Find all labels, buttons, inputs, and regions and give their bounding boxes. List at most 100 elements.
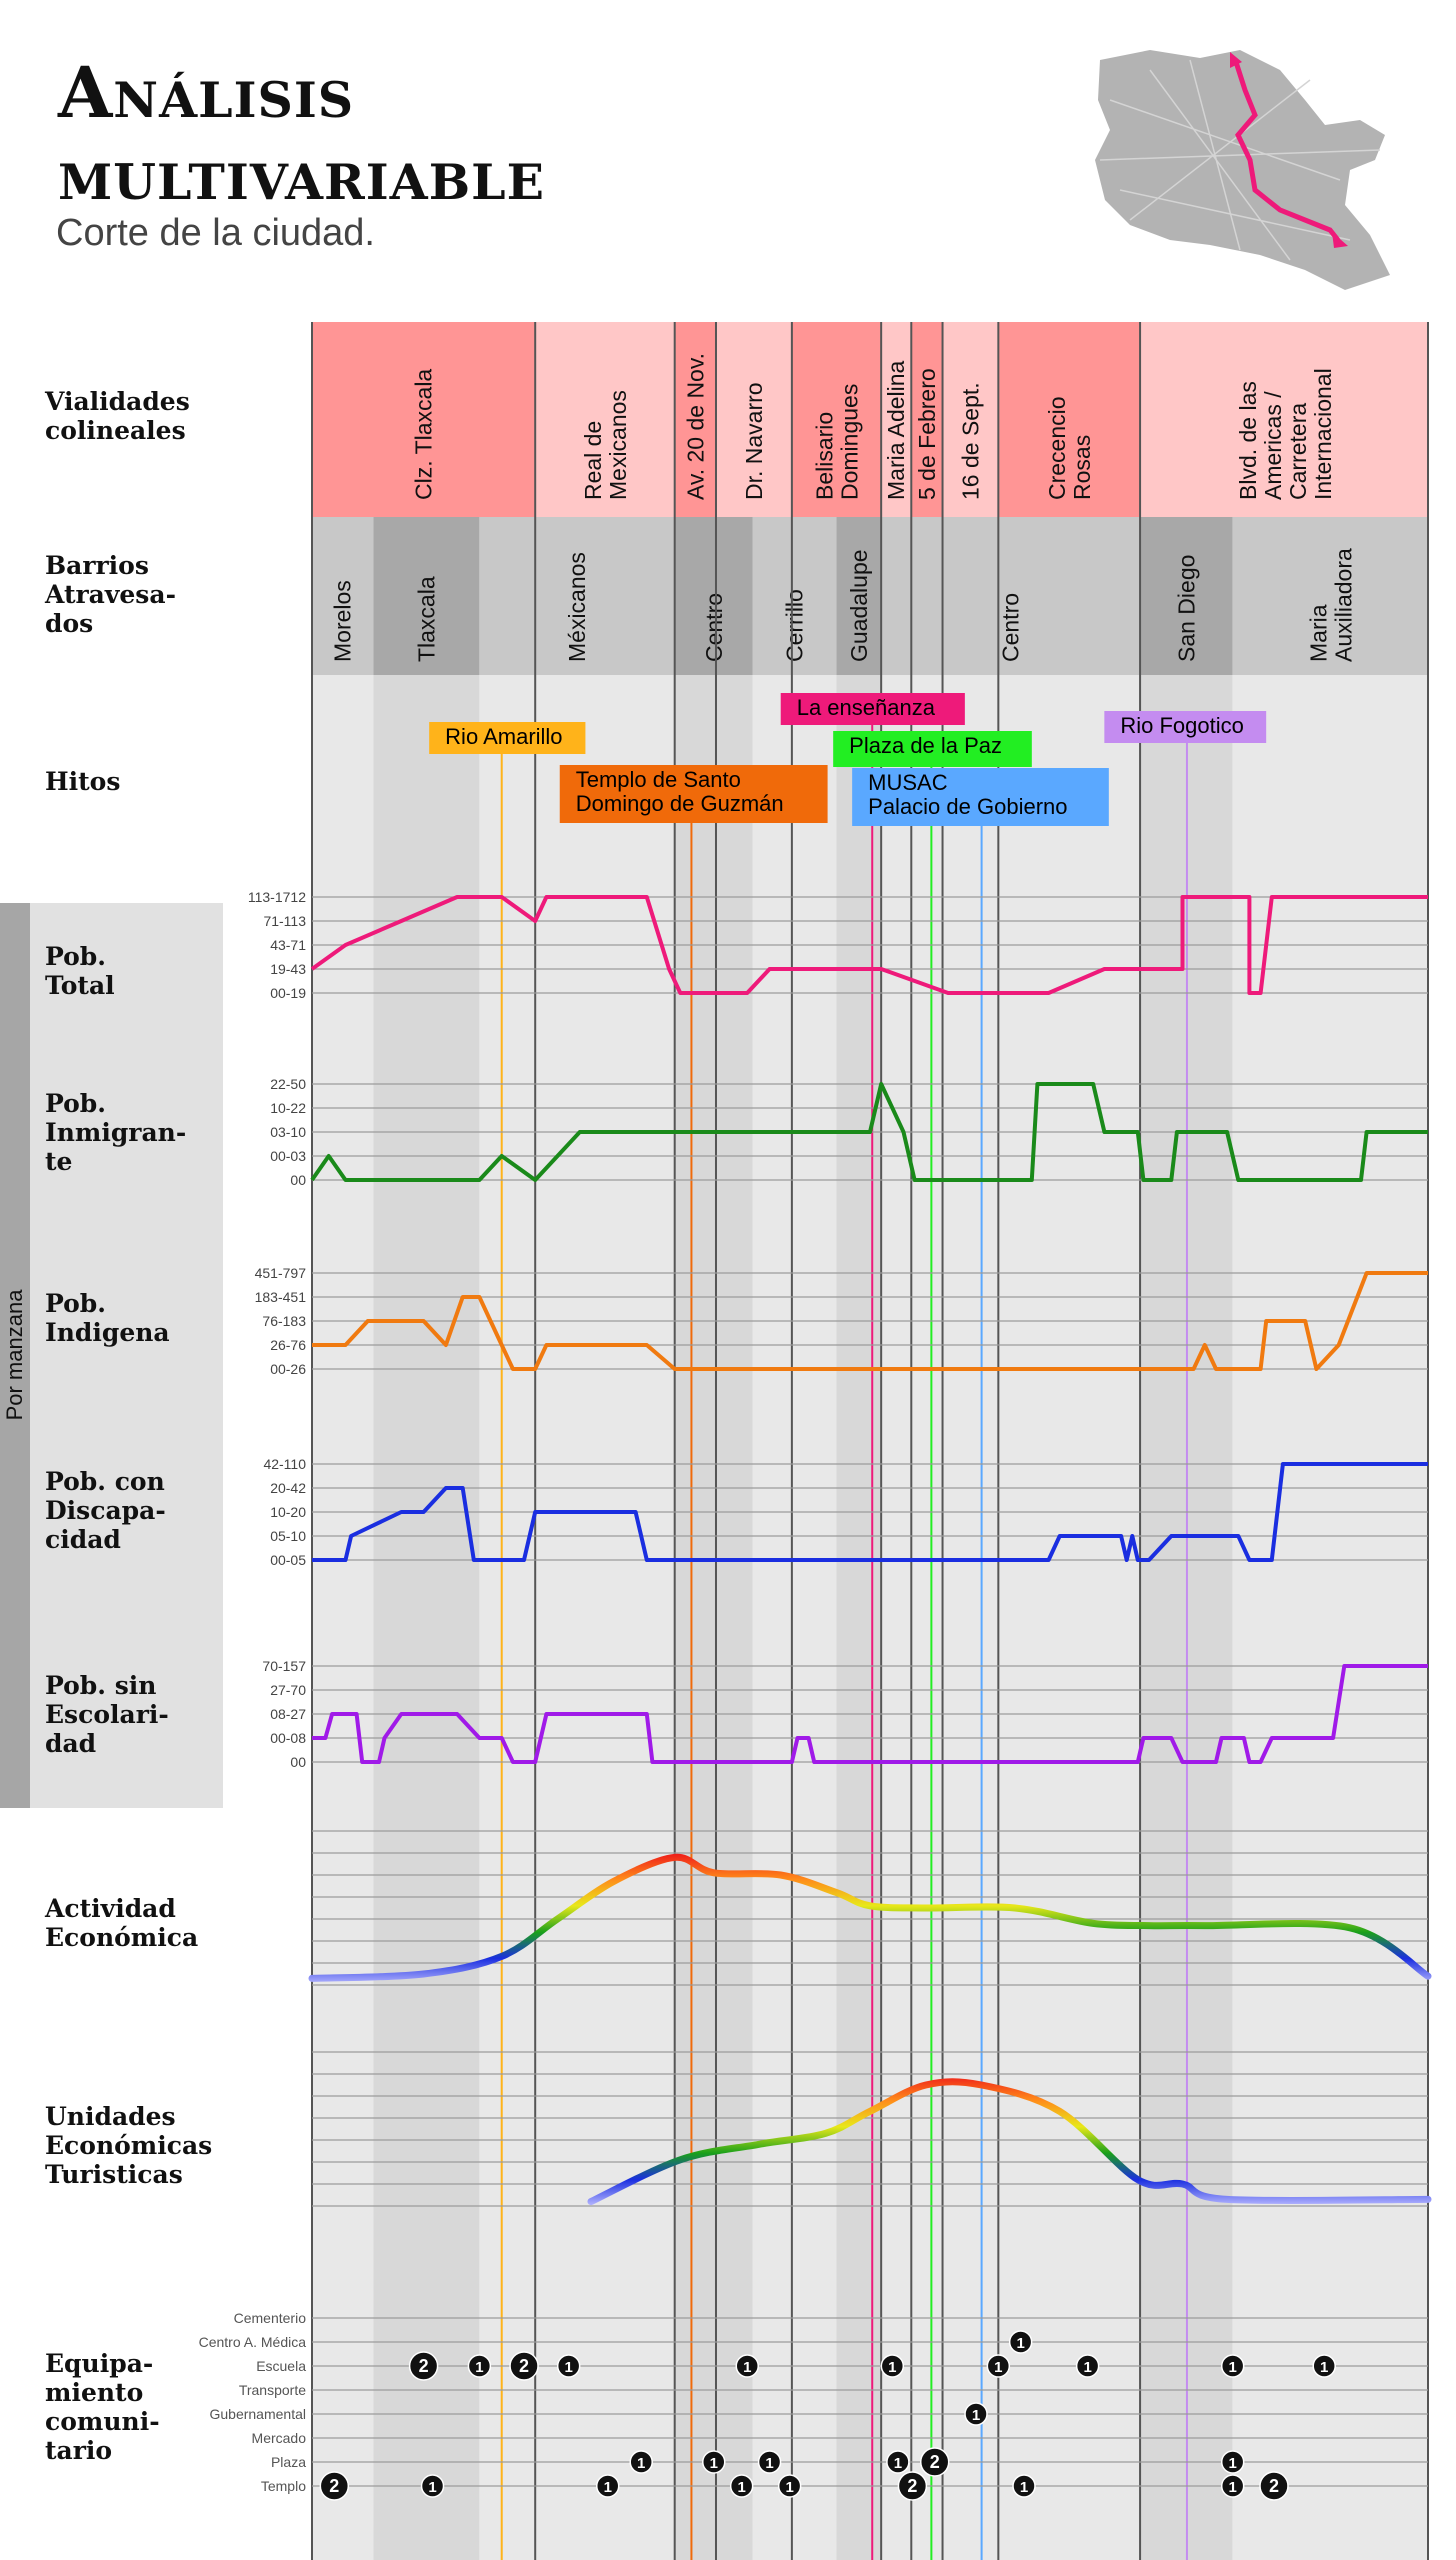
category-label: Plaza — [271, 2454, 306, 2470]
background-band — [479, 675, 675, 2560]
background-band — [674, 675, 753, 2560]
equipment-count: 2 — [1269, 2476, 1279, 2496]
category-label: Mercado — [252, 2430, 307, 2446]
equipment-count: 2 — [329, 2476, 339, 2496]
vialidad-label: Real deMexicanos — [580, 390, 631, 500]
equipment-marker — [1220, 2474, 1245, 2498]
equipment-count: 1 — [1320, 2359, 1328, 2376]
vialidad-label: Blvd. de lasAmericas /CarreteraInternaci… — [1235, 368, 1336, 500]
page-title: Análisis multivariable — [58, 52, 545, 216]
equipment-marker — [595, 2474, 620, 2498]
equipment-marker — [467, 2354, 492, 2378]
section-label-pob-escolaridad: Pob. sin Escolari-dad — [45, 1671, 169, 1758]
vialidad-label: Av. 20 de Nov. — [682, 353, 708, 500]
equipment-marker — [702, 2450, 726, 2474]
chart-pob-total: 00-19 19-43 43-71 71-113 113-1712 — [248, 889, 1428, 1001]
equipment-marker — [919, 2447, 950, 2477]
barrio-cell — [1232, 517, 1428, 675]
equipment-count: 1 — [743, 2359, 751, 2376]
title-line-1: Análisis — [58, 51, 355, 134]
equipment-marker — [1012, 2474, 1036, 2498]
equipment-marker — [729, 2474, 754, 2498]
hito-marker — [833, 731, 1032, 767]
equipment-marker — [1075, 2354, 1100, 2378]
equipment-count: 1 — [1229, 2455, 1237, 2472]
equipment-count: 2 — [519, 2356, 529, 2376]
vialidad-cell — [791, 322, 882, 517]
tick-label: 43-71 — [270, 937, 306, 953]
tick-label: 00-08 — [270, 1730, 306, 1746]
hito-marker — [780, 693, 965, 725]
title-line-2: multivariable — [58, 133, 545, 216]
equipment-count: 1 — [637, 2455, 645, 2472]
equipment-count: 1 — [1229, 2479, 1237, 2496]
equipment-count: 1 — [1016, 2335, 1024, 2352]
equipment-marker — [886, 2450, 910, 2474]
equipment-count: 1 — [1020, 2479, 1028, 2496]
chart-pob-indigena: 00-26 26-76 76-183 183-451 451-797 — [255, 1265, 1428, 1377]
section-label-barrios: Barrios Atravesa-dos — [44, 551, 176, 638]
equipment-count: 1 — [604, 2479, 612, 2496]
equipment-marker — [1259, 2471, 1289, 2501]
category-label: Templo — [261, 2478, 306, 2494]
vialidad-cell — [911, 322, 943, 517]
chart-pob-discapacidad: 00-05 05-10 10-20 20-42 42-110 — [263, 1456, 1428, 1568]
barrio-cell — [881, 517, 1141, 675]
vialidad-cell — [674, 322, 716, 517]
equipment-count: 1 — [994, 2359, 1002, 2376]
tick-label: 20-42 — [270, 1480, 306, 1496]
side-panel — [30, 903, 223, 1808]
background-bands — [312, 675, 1428, 2560]
vialidad-cell — [715, 322, 792, 517]
category-label: Transporte — [239, 2382, 306, 2398]
barrio-label: San Diego — [1173, 555, 1199, 662]
tick-label: 71-113 — [263, 913, 306, 929]
page-subtitle: Corte de la ciudad. — [56, 212, 375, 254]
tick-label: 05-10 — [270, 1528, 306, 1544]
hitos-row: Rio Amarillo La enseñanza Plaza de la Paz T… — [429, 693, 1267, 2560]
hito-label: MUSAC Palacio de Gobierno — [868, 770, 1067, 819]
background-band — [836, 675, 882, 2560]
equipment-marker — [986, 2354, 1011, 2378]
tick-label: 10-22 — [270, 1100, 306, 1116]
equipment-marker — [880, 2354, 905, 2378]
tick-label: 183-451 — [255, 1289, 307, 1305]
barrio-label: Centro — [701, 593, 727, 662]
equipment-count: 1 — [565, 2359, 573, 2376]
barrio-label: Guadalupe — [846, 549, 872, 662]
barrio-label: Tlaxcala — [413, 576, 439, 662]
barrio-cell — [479, 517, 675, 675]
series-curve — [308, 1853, 1432, 1982]
vialidad-label: Clz. Tlaxcala — [411, 369, 437, 500]
chart-turisticas — [312, 2051, 1432, 2207]
hito-label: La enseñanza — [797, 695, 936, 720]
category-label: Centro A. Médica — [199, 2334, 307, 2350]
equipment-count: 1 — [1229, 2359, 1237, 2376]
equipment-marker — [735, 2354, 759, 2378]
equipment-marker — [1008, 2330, 1033, 2354]
vialidad-label: 5 de Febrero — [914, 368, 940, 500]
tick-label: 451-797 — [255, 1265, 307, 1281]
city-map-route-icon — [1095, 50, 1390, 290]
series-line — [310, 1082, 1428, 1182]
hito-label: Rio Fogotico — [1120, 713, 1244, 738]
equipment-count: 2 — [907, 2476, 917, 2496]
hito-marker — [429, 722, 586, 754]
series-line — [312, 1271, 1428, 1371]
tick-label: 22-50 — [270, 1076, 306, 1092]
equipment-count: 1 — [1083, 2359, 1091, 2376]
equipment-marker — [1220, 2354, 1245, 2378]
equipment-count: 1 — [710, 2455, 718, 2472]
section-label-actividad: Actividad Económica — [44, 1894, 198, 1952]
chart-pob-inmigrante: 00 00-03 03-10 10-22 22-50 — [270, 1076, 1428, 1188]
equipment-marker — [408, 2351, 439, 2381]
equipment-marker — [420, 2474, 445, 2498]
section-label-vialidades: Vialidades colineales — [44, 387, 190, 445]
vialidad-label: BelisarioDomingues — [812, 384, 863, 500]
barrio-label: MariaAuxiliadora — [1305, 548, 1356, 662]
vialidad-cell — [942, 322, 999, 517]
vialidad-label: Maria Adelina — [883, 360, 909, 500]
chart-pob-escolaridad: 00 00-08 08-27 27-70 70-157 — [262, 1658, 1428, 1770]
tick-label: 113-1712 — [248, 889, 306, 905]
barrio-cell — [752, 517, 837, 675]
